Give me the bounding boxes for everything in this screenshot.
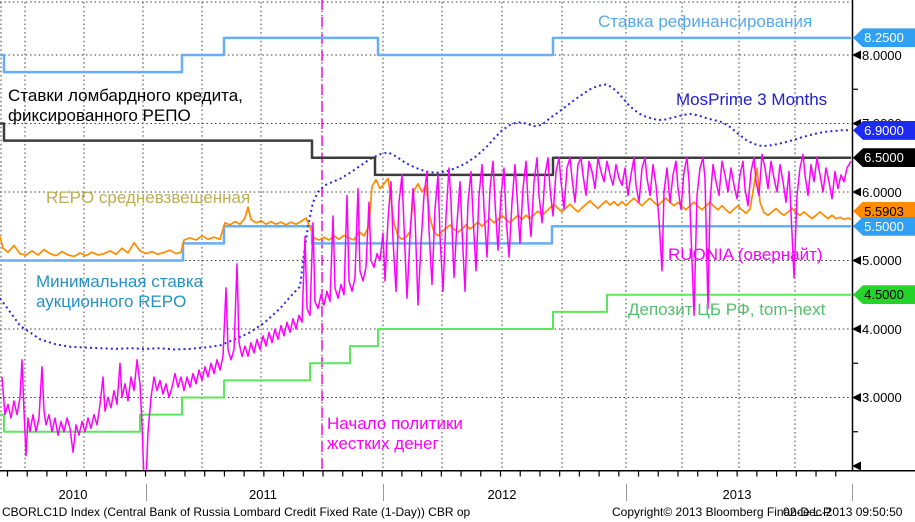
y-tick-label: 6.0000 <box>862 184 902 200</box>
x-axis-year-separator <box>852 484 853 501</box>
y-tick-label: 3.0000 <box>862 390 902 405</box>
y-tick-arrow <box>852 187 861 197</box>
x-axis-year-separator <box>626 484 627 501</box>
series-label-mosprime: MosPrime 3 Months <box>676 90 828 109</box>
annotation-tight-money-policy: Начало политики жестких денег <box>327 414 463 454</box>
series-label-refinancing-rate: Ставка рефинансирования <box>598 12 813 31</box>
annotation-line1: Начало политики <box>327 414 463 433</box>
y-tick-label: 4.0000 <box>862 321 902 337</box>
y-tick-arrow <box>852 393 861 402</box>
y-tick-arrow <box>852 461 861 471</box>
series-label-repo-weighted-average: REPO средневзвешенная <box>46 188 251 207</box>
series-label-min-repo-line1: Минимальная ставка <box>36 272 204 291</box>
series-label-lombard-line1: Ставки ломбардного кредита, <box>8 86 243 105</box>
series-label-lombard-fixed-repo: Ставки ломбардного кредита, фиксированно… <box>8 86 243 126</box>
x-axis-year-separator <box>383 484 384 501</box>
series-line-2 <box>0 225 851 262</box>
series-line-3 <box>0 83 851 351</box>
y-tick-label: 8.0000 <box>862 47 902 63</box>
series-label-min-repo-line2: аукционного REPO <box>36 292 187 311</box>
x-axis-year-label: 2013 <box>722 487 752 502</box>
footer-datetime: 02-Dec-2013 09:50:50 <box>783 505 903 519</box>
price-badge: 4.5000 <box>853 285 915 305</box>
footer-copyright: Copyright© 2013 Bloomberg Finance L.P. <box>612 505 833 519</box>
price-badge: 6.5000 <box>853 148 915 168</box>
x-axis-year-label: 2011 <box>249 487 277 502</box>
series-label-min-auction-repo: Минимальная ставка аукционного REPO <box>36 272 203 312</box>
annotation-line2: жестких денег <box>327 434 439 453</box>
x-axis-year-label: 2012 <box>487 487 517 502</box>
y-tick-arrow <box>852 256 861 265</box>
series-line-4 <box>0 167 852 258</box>
price-badge: 6.9000 <box>853 120 915 140</box>
price-badge: 5.5000 <box>853 216 915 236</box>
footer-ticker: CBORLC1D Index (Central Bank of Russia L… <box>2 505 471 519</box>
x-axis-year-separator <box>146 484 147 501</box>
series-label-lombard-line2: фиксированного РЕПО <box>8 106 191 125</box>
series-line-5 <box>0 122 851 177</box>
footer: CBORLC1D Index (Central Bank of Russia L… <box>0 505 915 522</box>
series-line-1 <box>0 36 851 74</box>
series-line-6 <box>1 153 852 471</box>
price-badge: 8.2500 <box>853 28 915 48</box>
x-axis-year-label: 2010 <box>58 487 88 502</box>
price-badge: 5.5903 <box>853 201 915 221</box>
series-line-0 <box>0 293 851 433</box>
y-tick-arrow <box>852 324 861 334</box>
series-label-ruonia: RUONIA (овернайт) <box>668 245 823 264</box>
y-tick-label: 5.0000 <box>862 253 902 268</box>
series-label-cbr-deposit: Депозит ЦБ РФ, tom-next <box>628 300 826 319</box>
y-tick-arrow <box>852 50 861 60</box>
